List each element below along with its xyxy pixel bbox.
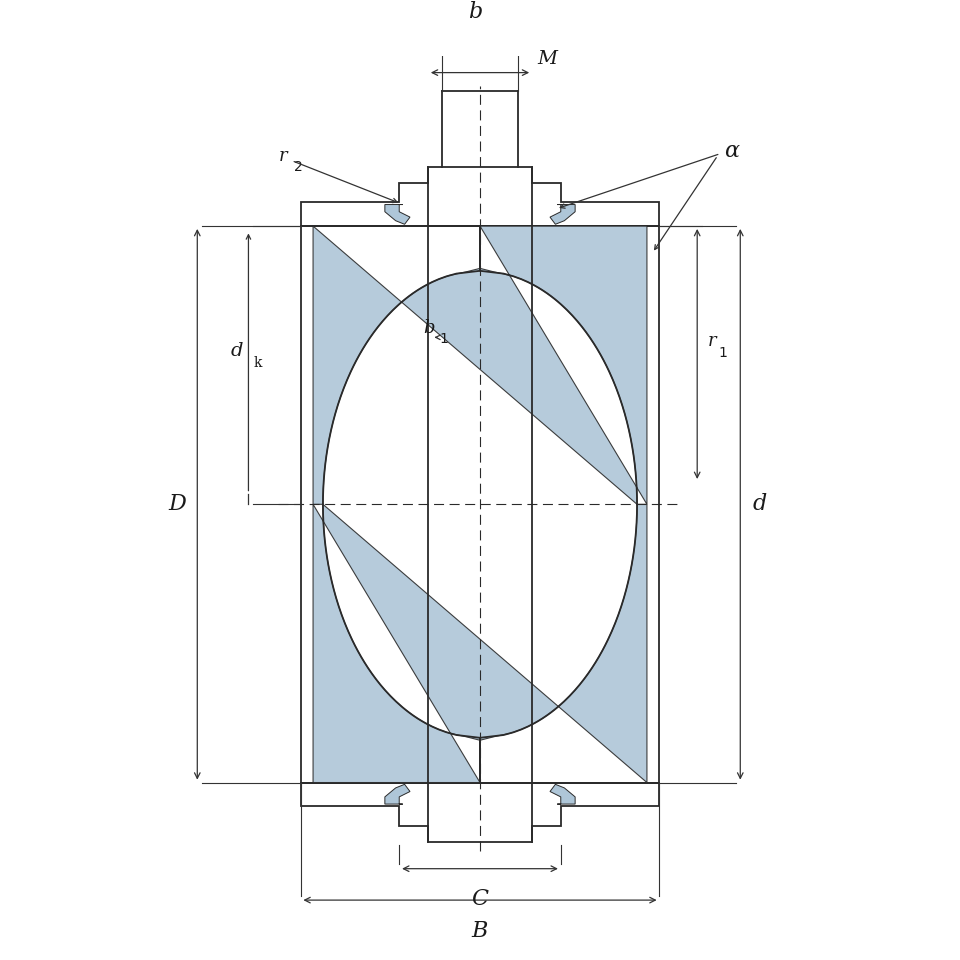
Text: k: k (253, 356, 262, 370)
Text: C: C (471, 888, 489, 910)
Text: d: d (753, 493, 767, 516)
Text: 1: 1 (719, 346, 728, 360)
Text: 2: 2 (294, 160, 302, 174)
Text: b: b (423, 320, 435, 337)
Polygon shape (550, 784, 575, 804)
Polygon shape (313, 504, 647, 782)
Text: r: r (708, 331, 716, 349)
Text: α: α (724, 140, 739, 162)
Text: b: b (468, 1, 483, 23)
Polygon shape (550, 204, 575, 225)
Text: B: B (471, 920, 489, 942)
Text: M: M (538, 50, 558, 68)
Text: D: D (169, 493, 186, 516)
Text: d: d (230, 343, 243, 360)
Text: 1: 1 (440, 332, 448, 347)
Polygon shape (385, 784, 410, 804)
Polygon shape (313, 227, 647, 504)
Polygon shape (385, 204, 410, 225)
Text: r: r (278, 147, 287, 165)
